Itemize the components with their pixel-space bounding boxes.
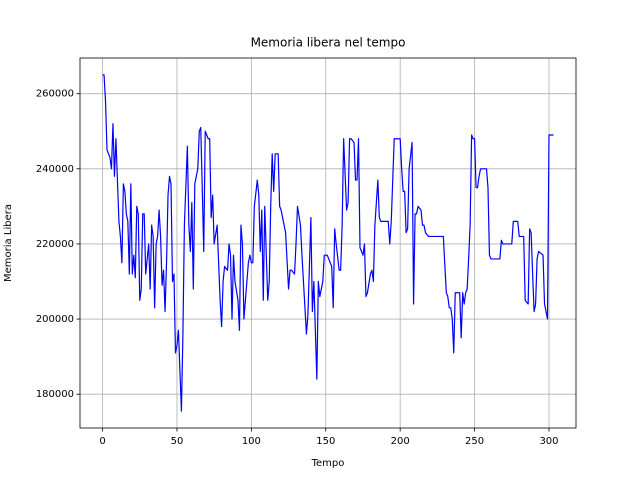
plot-frame bbox=[79, 57, 577, 429]
x-tick-label: 250 bbox=[465, 436, 484, 447]
y-tick-label: 240000 bbox=[36, 164, 74, 175]
y-tick-label: 220000 bbox=[36, 239, 74, 250]
x-tick-label: 200 bbox=[391, 436, 410, 447]
y-axis-label: Memoria Libera bbox=[3, 204, 14, 282]
data-line bbox=[102, 74, 554, 412]
x-tick-label: 100 bbox=[242, 436, 261, 447]
chart-title: Memoria libera nel tempo bbox=[251, 36, 406, 50]
y-tick-label: 260000 bbox=[36, 89, 74, 100]
x-tick-label: 0 bbox=[99, 436, 105, 447]
x-axis-label: Tempo bbox=[311, 458, 345, 469]
x-tick-label: 150 bbox=[316, 436, 335, 447]
y-tick-label: 200000 bbox=[36, 314, 74, 325]
x-tick-label: 50 bbox=[171, 436, 184, 447]
y-tick-label: 180000 bbox=[36, 389, 74, 400]
x-tick-label: 300 bbox=[539, 436, 558, 447]
